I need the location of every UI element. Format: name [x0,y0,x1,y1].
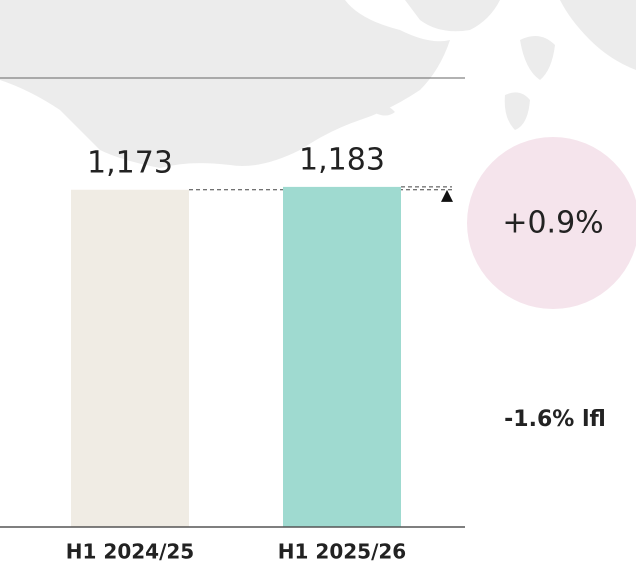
change-bubble [467,137,636,309]
bar [283,186,401,527]
change-label: +0.9% [502,206,603,241]
background-map [0,0,636,168]
lfl-label: -1.6% lfl [504,407,606,432]
increase-arrow [441,189,453,202]
value-label: 1,173 [87,145,173,180]
x-tick-label: H1 2024/25 [66,540,194,564]
value-label: 1,183 [299,142,385,177]
x-tick-label: H1 2025/26 [278,540,406,564]
bar [71,189,189,527]
